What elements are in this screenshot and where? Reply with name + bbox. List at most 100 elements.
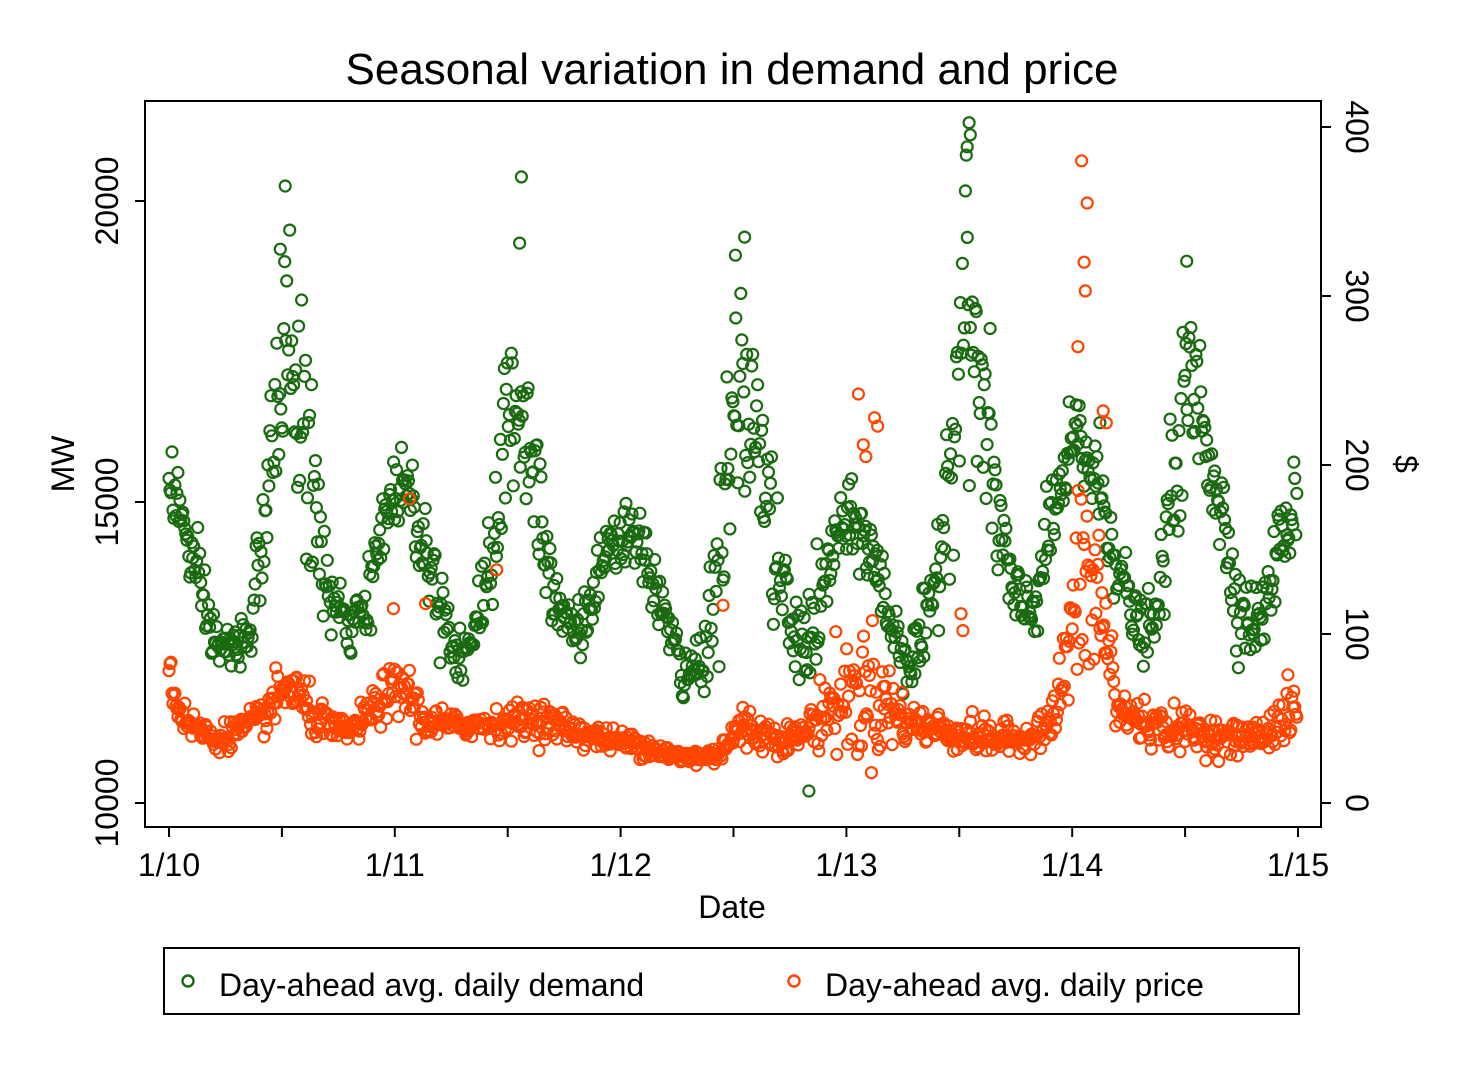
data-point: [1088, 543, 1102, 557]
data-point-outlier: [273, 242, 287, 256]
data-point: [944, 471, 959, 485]
data-point: [905, 675, 919, 689]
data-point: [969, 304, 983, 319]
data-point: [931, 623, 946, 638]
data-point-outlier: [716, 598, 730, 612]
data-point: [847, 668, 862, 683]
data-point: [331, 590, 345, 604]
data-point: [292, 319, 306, 333]
data-point: [515, 409, 529, 423]
data-point: [733, 369, 747, 383]
data-point: [255, 571, 269, 585]
data-point: [306, 478, 320, 492]
data-point: [1288, 471, 1302, 485]
data-point: [1194, 385, 1208, 399]
data-point: [819, 710, 833, 725]
data-point: [771, 551, 786, 565]
data-point-outlier: [1180, 254, 1194, 268]
data-point: [908, 667, 922, 681]
data-point: [1198, 420, 1212, 435]
data-point: [1173, 509, 1187, 523]
data-point: [607, 514, 621, 528]
data-point: [402, 663, 416, 678]
data-point: [533, 457, 547, 471]
data-point: [841, 689, 856, 703]
y-right-tick-label: 100: [1339, 607, 1375, 660]
data-point: [1085, 613, 1099, 627]
data-point: [1050, 705, 1065, 719]
data-point: [499, 382, 513, 396]
data-point: [987, 455, 1001, 469]
data-point: [926, 598, 940, 612]
data-point: [1180, 403, 1194, 417]
data-point: [394, 440, 409, 454]
data-point: [440, 622, 454, 636]
data-point: [1156, 554, 1170, 568]
data-point: [977, 378, 991, 392]
data-point: [932, 580, 947, 594]
data-point: [391, 514, 406, 528]
data-point: [1047, 528, 1062, 542]
data-point: [929, 562, 943, 576]
data-point: [809, 652, 823, 666]
data-point: [1163, 412, 1177, 426]
data-point: [496, 396, 510, 411]
data-point: [423, 566, 437, 580]
data-point: [1237, 599, 1251, 613]
data-point: [764, 450, 779, 464]
data-point: [980, 437, 994, 452]
data-point: [387, 455, 401, 469]
data-point: [534, 470, 548, 484]
data-point: [256, 493, 270, 507]
data-point: [772, 581, 787, 595]
data-point: [1211, 754, 1226, 769]
data-point: [1106, 661, 1120, 675]
data-point: [891, 619, 905, 633]
data-point: [647, 594, 661, 608]
data-point: [989, 478, 1003, 492]
data-point: [733, 734, 747, 749]
data-point: [1052, 651, 1066, 665]
data-point: [962, 479, 976, 493]
data-point: [1157, 607, 1171, 622]
data-point: [478, 556, 492, 570]
data-point: [435, 571, 449, 585]
legend-box: [163, 947, 1300, 1015]
data-point: [1184, 320, 1198, 335]
data-point: [483, 576, 498, 591]
data-point: [1289, 528, 1303, 542]
y-right-axis-title: $: [1388, 455, 1424, 473]
data-point: [1072, 636, 1086, 650]
data-point: [1172, 424, 1186, 438]
data-point: [704, 621, 718, 635]
data-point: [1077, 537, 1091, 552]
data-point: [1024, 612, 1039, 627]
data-point: [1136, 659, 1151, 673]
data-point: [702, 588, 716, 603]
data-point: [243, 623, 257, 637]
data-point: [295, 293, 309, 307]
x-tick-label: 1/12: [589, 847, 651, 883]
data-point: [672, 647, 687, 661]
data-point: [766, 617, 781, 631]
data-point: [885, 737, 899, 752]
data-point-outlier: [512, 236, 527, 250]
data-point: [1230, 749, 1245, 763]
data-point: [619, 496, 633, 510]
data-point: [1065, 622, 1079, 636]
data-point: [947, 430, 962, 444]
data-point: [994, 498, 1008, 512]
data-point: [767, 721, 782, 735]
data-point: [1140, 645, 1155, 659]
data-point: [495, 447, 509, 461]
data-point: [761, 465, 776, 479]
data-point: [898, 642, 912, 657]
data-point: [749, 399, 764, 413]
data-point: [527, 515, 541, 529]
data-point: [1048, 721, 1063, 735]
data-point: [1272, 698, 1286, 712]
data-point: [746, 347, 760, 361]
data-point: [951, 367, 966, 381]
data-point: [972, 395, 986, 410]
data-point: [280, 274, 294, 288]
